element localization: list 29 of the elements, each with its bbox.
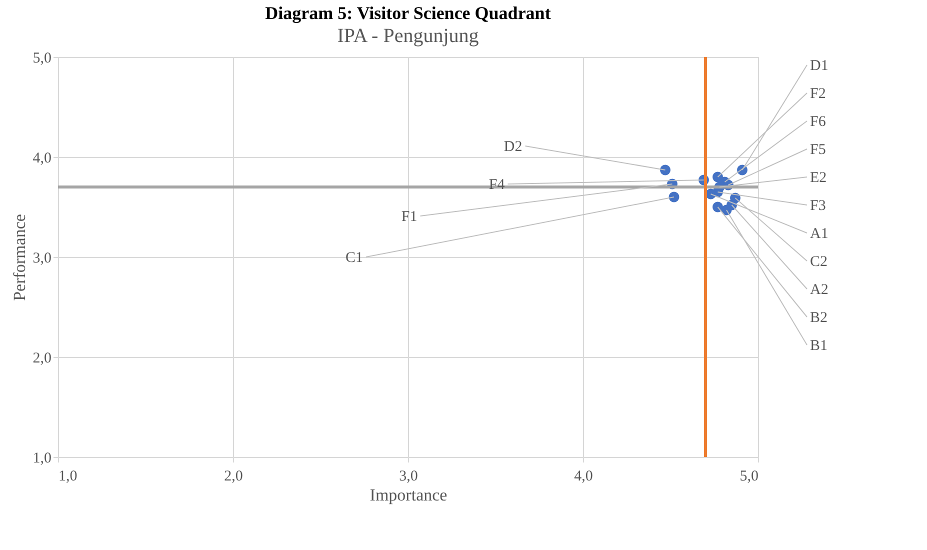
annotation: A1 [810,226,828,242]
chart-title: Diagram 5: Visitor Science Quadrant [265,3,551,23]
annotation: B2 [810,310,828,326]
annotation: F4 [488,177,506,193]
annotation: D2 [504,139,522,155]
annotation: F3 [810,198,826,214]
x-tick-label: 2,0 [224,468,243,484]
x-tick-label: 4,0 [574,468,593,484]
annotation: F1 [401,209,418,225]
y-tick-label: 5,0 [32,50,52,66]
x-tick-label: 5,0 [740,468,758,484]
x-axis-title: Importance [370,486,448,504]
annotation: D1 [810,58,828,74]
annotation: F2 [810,86,826,102]
y-tick-label: 4,0 [32,150,52,166]
x-tick-label: 1,0 [58,468,78,484]
annotation: A2 [810,282,828,298]
chart-subtitle: IPA - Pengunjung [337,25,479,47]
annotation: C2 [810,254,828,270]
y-tick-label: 1,0 [32,450,52,466]
annotation: F5 [810,142,826,158]
annotation: C1 [345,250,363,266]
y-axis-title: Performance [10,214,29,301]
annotation: F6 [810,114,826,130]
y-tick-label: 3,0 [32,250,52,266]
annotation: E2 [810,170,827,186]
y-tick-label: 2,0 [32,350,52,366]
x-tick-label: 3,0 [399,468,418,484]
annotation: B1 [810,338,828,354]
